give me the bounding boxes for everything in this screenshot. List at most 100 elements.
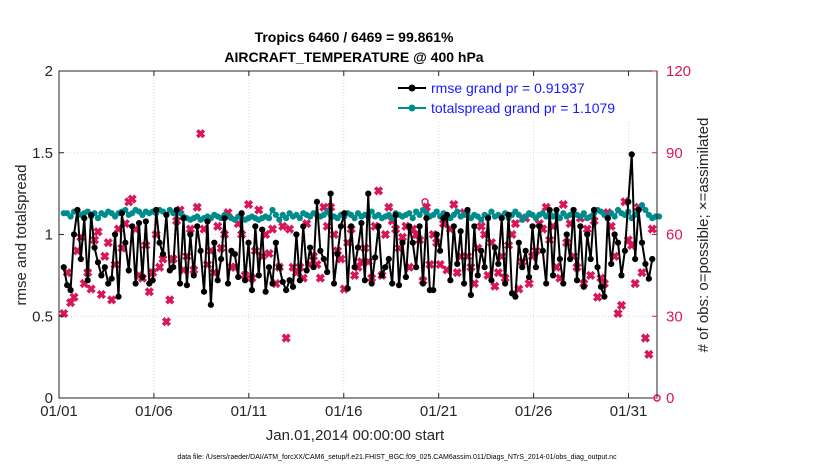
rmse-point <box>70 231 78 238</box>
rmse-point <box>597 283 605 290</box>
rmse-point <box>642 260 649 268</box>
y-right-tick-label: 0 <box>666 390 674 407</box>
rmse-point <box>204 218 211 225</box>
rmse-point <box>416 223 423 230</box>
obs-possible-marker <box>245 201 252 208</box>
y-axis-label-right: # of obs: o=possible; ×=assimilated <box>695 118 712 353</box>
rmse-point <box>115 293 122 300</box>
y-tick-label: 1 <box>45 227 53 244</box>
obs-possible-marker <box>317 275 323 281</box>
rmse-point <box>621 247 628 254</box>
rmse-point <box>389 280 396 287</box>
obs-possible-marker <box>156 264 163 270</box>
rmse-point <box>286 277 293 284</box>
obs-possible-marker <box>588 272 594 278</box>
rmse-point <box>200 288 208 295</box>
rmse-point <box>306 244 314 251</box>
legend-marker-rmse <box>408 84 416 92</box>
rmse-point <box>259 226 266 233</box>
rmse-point <box>577 223 584 230</box>
rmse-point <box>324 269 331 276</box>
rmse-point <box>556 255 563 263</box>
totalspread-point <box>611 213 618 220</box>
rmse-point <box>645 275 652 282</box>
rmse-point <box>207 301 214 308</box>
rmse-point <box>108 275 115 282</box>
rmse-point <box>231 251 238 258</box>
rmse-point <box>125 267 132 274</box>
rmse-point <box>406 223 413 230</box>
rmse-point <box>635 206 642 214</box>
rmse-point <box>543 280 550 287</box>
obs-possible-marker <box>584 226 590 232</box>
rmse-point <box>601 293 608 300</box>
obs-possible-marker <box>71 294 77 300</box>
rmse-point <box>272 239 279 246</box>
rmse-point <box>194 223 201 230</box>
rmse-point <box>320 255 327 263</box>
totalspread-point <box>556 215 563 222</box>
rmse-point <box>457 228 464 235</box>
legend-box <box>392 76 650 120</box>
rmse-point <box>142 218 149 225</box>
rmse-point <box>498 215 505 222</box>
obs-possible-marker <box>646 351 652 357</box>
rmse-point <box>190 272 197 279</box>
rmse-point <box>238 210 245 217</box>
obs-possible-marker <box>215 223 221 229</box>
rmse-point <box>351 264 358 271</box>
obs-possible-marker <box>399 234 406 240</box>
obs-possible-marker <box>167 297 173 303</box>
rmse-point <box>512 293 519 300</box>
rmse-point <box>279 278 286 286</box>
rmse-point <box>590 206 598 214</box>
legend-label-totalspread: totalspread grand pr = 1.1079 <box>431 100 615 116</box>
totalspread-point <box>488 208 495 215</box>
obs-possible-marker <box>105 240 111 246</box>
rmse-point <box>372 254 379 261</box>
obs-possible-marker <box>375 188 382 194</box>
obs-possible-marker <box>649 226 655 232</box>
rmse-point <box>252 223 259 230</box>
obs-possible-marker <box>109 297 115 303</box>
rmse-point <box>221 215 228 222</box>
rmse-point <box>628 151 635 158</box>
obs-possible-marker <box>266 250 272 257</box>
rmse-point <box>460 280 468 287</box>
rmse-point <box>604 215 611 222</box>
rmse-point <box>488 277 495 284</box>
totalspread-point <box>567 211 574 218</box>
obs-possible-marker <box>492 283 498 289</box>
rmse-point <box>423 215 430 222</box>
rmse-point <box>94 259 102 266</box>
obs-possible-marker <box>283 335 289 341</box>
rmse-point <box>437 247 444 254</box>
y-axis-label: rmse and totalspread <box>13 165 30 306</box>
rmse-point <box>101 264 108 271</box>
rmse-point <box>614 239 622 246</box>
rmse-point <box>269 280 276 287</box>
totalspread-point <box>283 215 290 222</box>
rmse-point <box>276 264 283 271</box>
rmse-point <box>77 255 84 263</box>
obs-possible-marker <box>560 201 566 208</box>
y-right-tick-label: 30 <box>666 308 683 325</box>
y-right-tick-label: 90 <box>666 145 683 162</box>
rmse-point <box>135 219 143 227</box>
obs-possible-marker <box>615 310 621 317</box>
rmse-point <box>255 272 262 279</box>
rmse-point <box>129 223 136 230</box>
rmse-point <box>519 264 526 271</box>
totalspread-point <box>416 211 423 218</box>
rmse-point <box>296 277 303 284</box>
rmse-point <box>173 206 180 214</box>
rmse-point <box>368 280 375 287</box>
rmse-point <box>187 231 194 238</box>
rmse-point <box>67 286 74 294</box>
legend-marker-totalspread <box>408 104 416 112</box>
totalspread-point <box>642 206 649 214</box>
rmse-point <box>567 255 574 263</box>
obs-possible-marker <box>594 294 601 300</box>
rmse-point <box>98 272 105 279</box>
rmse-point <box>625 198 632 205</box>
